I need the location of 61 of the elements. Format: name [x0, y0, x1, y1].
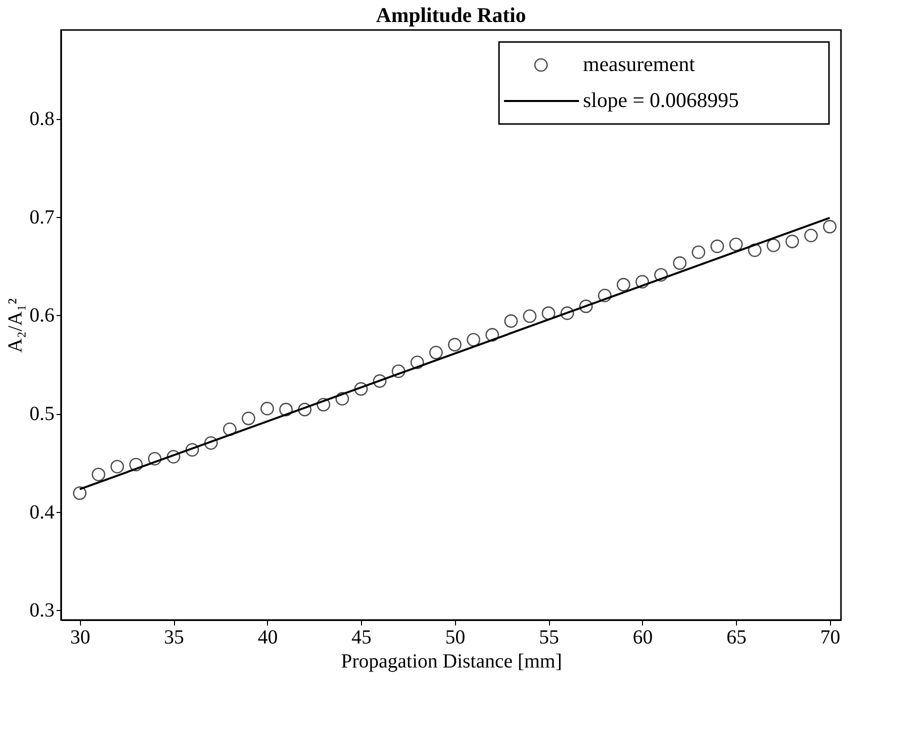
point: [692, 245, 706, 259]
point: [222, 422, 237, 436]
point: [166, 450, 180, 464]
y-tick-label: 0.5: [30, 403, 54, 425]
point: [654, 268, 668, 282]
y-tick-label: 0.6: [30, 304, 54, 327]
x-tick-label: 70: [820, 626, 840, 648]
point: [729, 238, 743, 252]
x-tick-label: 45: [352, 626, 372, 648]
point: [542, 306, 556, 320]
x-tick-label: 35: [164, 626, 184, 648]
point: [335, 392, 350, 406]
x-tick-label: 40: [258, 626, 278, 648]
point: [204, 436, 218, 450]
x-tick-label: 65: [726, 626, 746, 648]
point: [785, 234, 800, 248]
point: [466, 332, 480, 347]
point: [616, 278, 630, 292]
point: [429, 346, 443, 360]
point: [635, 274, 650, 288]
y-tick-label: 0.4: [30, 501, 54, 524]
x-tick-label: 55: [539, 626, 559, 648]
point: [448, 338, 462, 352]
point: [672, 256, 687, 270]
point: [354, 382, 368, 396]
point: [410, 356, 424, 370]
y-axis-title: A₂/A₁²: [4, 298, 26, 353]
point: [522, 309, 537, 323]
y-tick-label: 0.8: [30, 108, 54, 130]
point: [279, 402, 293, 416]
point: [485, 328, 500, 342]
point: [260, 402, 274, 416]
x-tick-label: 50: [445, 626, 466, 648]
point: [598, 288, 612, 302]
point: [504, 314, 518, 328]
point: [822, 220, 837, 234]
point: [392, 364, 406, 378]
point: [372, 374, 387, 388]
point: [72, 486, 87, 500]
point: [766, 238, 780, 252]
x-axis-title: Propagation Distance [mm]: [340, 650, 562, 672]
point: [110, 460, 124, 474]
point: [242, 412, 256, 426]
y-tick-label: 0.7: [30, 206, 54, 228]
point: [129, 458, 143, 472]
point: [710, 240, 724, 254]
legend-label: slope = 0.0068995: [583, 88, 739, 112]
point: [92, 468, 106, 482]
y-tick-label: 0.3: [30, 600, 54, 622]
chart-title: Amplitude Ratio: [376, 3, 526, 27]
point: [298, 402, 312, 416]
point: [804, 228, 818, 242]
x-tick-label: 60: [632, 626, 653, 648]
point: [579, 300, 593, 314]
point: [748, 244, 762, 258]
point: [148, 452, 162, 466]
legend-label: measurement: [583, 52, 696, 76]
x-tick-label: 30: [70, 626, 90, 648]
point: [316, 398, 330, 412]
point: [185, 443, 200, 457]
point: [560, 306, 574, 320]
